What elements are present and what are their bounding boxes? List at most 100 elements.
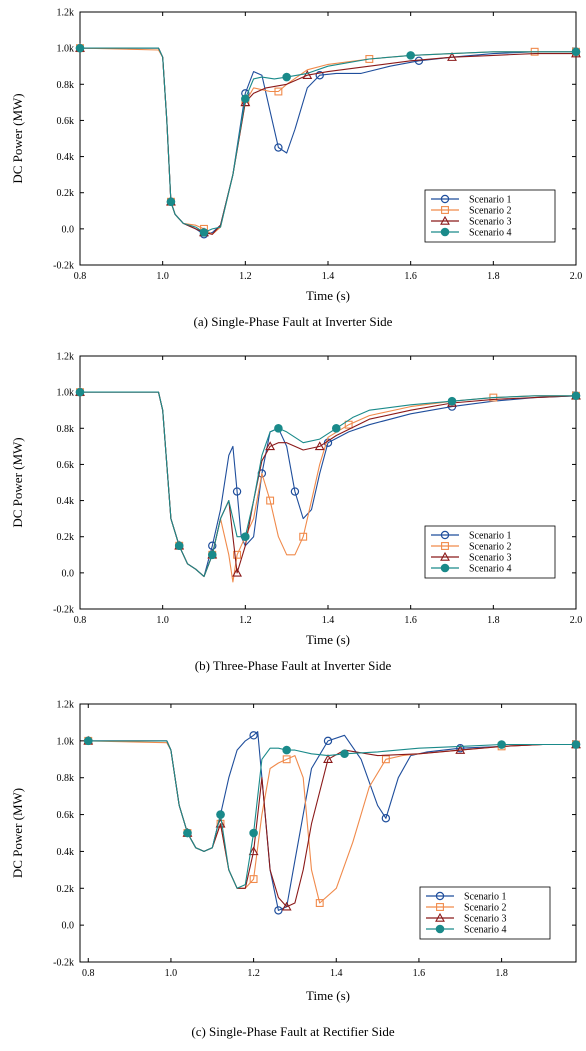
x-tick-label: 1.4: [322, 271, 335, 282]
legend-marker-3: [440, 215, 450, 225]
series-point-3: [232, 567, 243, 577]
series-point-2: [274, 87, 283, 96]
series-line-4: [80, 391, 576, 578]
legend-label-4: Scenario 4: [469, 228, 512, 239]
x-tick-label: 0.8: [82, 968, 95, 979]
series-point-4: [174, 541, 184, 551]
series-point-4: [207, 550, 217, 560]
legend-marker-1: [435, 891, 445, 901]
series-point-4: [571, 47, 581, 57]
x-tick-label: 0.8: [74, 271, 87, 282]
series-point-4: [571, 391, 581, 401]
series-point-2: [381, 755, 390, 764]
legend-marker-1: [440, 530, 450, 540]
series-point-2: [266, 496, 275, 505]
legend-label-3: Scenario 3: [464, 914, 507, 925]
series-point-1: [381, 814, 391, 823]
series-point-1: [249, 731, 258, 740]
series-point-3: [302, 70, 313, 79]
series-point-4: [447, 396, 457, 406]
x-tick-label: 1.8: [487, 271, 500, 282]
series-line-2: [88, 740, 576, 904]
panel-a: -0.2k 0.0 0.2k 0.4k 0.6k 0.8k 1.0k 1.2k 0.8 1.0 1.…: [0, 0, 586, 340]
x-tick-label: 1.2: [247, 968, 260, 979]
series-point-4: [241, 94, 250, 104]
y-tick-label: 0.8k: [57, 424, 75, 435]
series-point-4: [274, 423, 283, 433]
y-tick-label: 1.0k: [57, 736, 75, 747]
x-tick-label: 1.6: [413, 968, 426, 979]
x-tick-label: 1.4: [330, 968, 343, 979]
series-point-1: [315, 71, 324, 80]
series-point-1: [290, 487, 300, 496]
series-point-3: [447, 52, 457, 61]
legend-marker-1: [440, 194, 450, 204]
series-point-4: [216, 810, 225, 819]
series-point-4: [331, 423, 341, 433]
series-point-4: [340, 749, 349, 759]
y-tick-label: 0.4k: [57, 847, 75, 858]
legend-label-2: Scenario 2: [469, 206, 512, 217]
series-point-4: [282, 72, 291, 82]
series-point-1: [232, 487, 242, 496]
y-tick-label: 1.0k: [57, 44, 75, 55]
y-tick-label: -0.2k: [53, 958, 74, 969]
legend-marker-3: [440, 551, 450, 561]
caption-a: (a) Single-Phase Fault at Inverter Side: [193, 314, 393, 329]
legend-marker-4: [440, 227, 450, 237]
x-tick-label: 2.0: [570, 271, 583, 282]
series-point-2: [344, 420, 353, 429]
chart-c-svg: -0.2k 0.0 0.2k 0.4k 0.6k 0.8k 1.0k 1.2k 0.8 1.0 1.…: [10, 700, 581, 1003]
y-axis-label: DC Power (MW): [10, 437, 25, 527]
series-point-4: [249, 828, 258, 838]
y-tick-label: 0.2k: [57, 884, 75, 895]
series-point-2: [282, 755, 291, 764]
x-tick-label: 1.0: [165, 968, 178, 979]
series-point-4: [75, 43, 85, 53]
legend-marker-2: [436, 903, 444, 911]
legend-marker-4: [440, 563, 450, 573]
chart-a-svg: -0.2k 0.0 0.2k 0.4k 0.6k 0.8k 1.0k 1.2k 0.8 1.0 1.…: [10, 8, 583, 304]
series-point-3: [248, 846, 259, 856]
series-point-3: [455, 744, 466, 754]
caption-b: (b) Three-Phase Fault at Inverter Side: [194, 658, 392, 673]
series-point-3: [323, 754, 333, 764]
y-tick-label: -0.2k: [53, 605, 74, 616]
series-line-1: [88, 731, 576, 911]
x-axis-label: Time (s): [306, 988, 350, 1003]
y-tick-label: 0.6k: [57, 116, 75, 127]
legend-marker-2: [441, 206, 449, 214]
y-tick-label: 0.6k: [57, 810, 75, 821]
panel-b: -0.2k 0.0 0.2k 0.4k 0.6k 0.8k 1.0k 1.2k 0.8 1.0 1.…: [0, 342, 586, 682]
y-tick-label: 0.8k: [57, 773, 75, 784]
y-tick-label: 0.0: [62, 224, 75, 235]
series-point-4: [241, 532, 250, 542]
legend-label-2: Scenario 2: [464, 903, 507, 914]
series-point-1: [323, 736, 333, 746]
y-tick-label: 0.6k: [57, 460, 75, 471]
x-tick-label: 1.6: [404, 271, 417, 282]
x-tick-label: 1.2: [239, 615, 252, 626]
y-tick-label: 0.8k: [57, 80, 75, 91]
series-point-4: [75, 387, 85, 397]
series-point-3: [281, 901, 292, 911]
series-point-2: [315, 899, 324, 907]
x-tick-label: 1.0: [156, 615, 169, 626]
legend-label-1: Scenario 1: [464, 892, 507, 903]
series-point-3: [265, 441, 276, 451]
y-tick-label: 0.2k: [57, 188, 75, 199]
series-point-3: [314, 441, 325, 451]
legend-label-3: Scenario 3: [469, 553, 512, 564]
series-point-4: [166, 197, 176, 207]
series-point-2: [249, 875, 258, 884]
x-tick-label: 1.6: [404, 615, 417, 626]
y-tick-label: 1.2k: [57, 352, 75, 363]
series-line-3: [88, 740, 576, 908]
legend-label-2: Scenario 2: [469, 542, 512, 553]
legend-marker-4: [435, 924, 445, 934]
y-tick-label: 0.0: [62, 568, 75, 579]
series-point-4: [183, 828, 192, 838]
series-point-4: [571, 740, 581, 749]
caption-c: (c) Single-Phase Fault at Rectifier Side: [191, 1024, 395, 1039]
x-tick-label: 1.8: [495, 968, 508, 979]
